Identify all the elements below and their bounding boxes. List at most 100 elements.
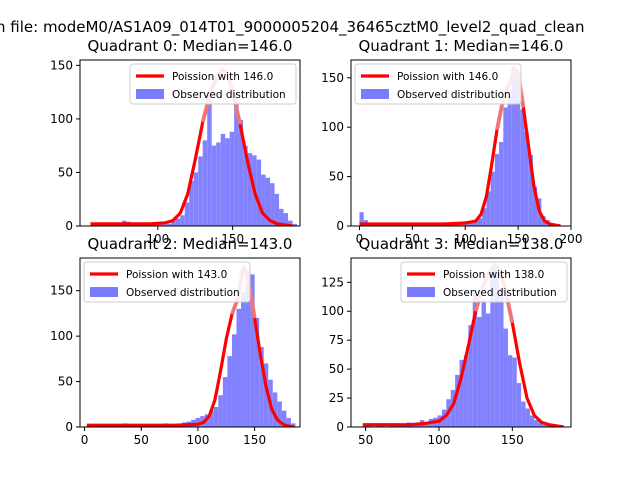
histogram-bar [477,218,483,226]
y-tick-label: 25 [329,391,344,405]
quadrant-2-axes-frame [79,257,301,428]
histogram-bar [481,299,486,427]
x-tick-label: 100 [428,433,451,447]
histogram-bar [534,420,539,427]
histogram-bar [256,159,262,226]
histogram-bar [520,109,525,226]
y-tick-label: 150 [50,284,73,298]
histogram-bar [250,274,255,427]
histogram-bar [272,392,278,427]
legend-poisson-label: Poission with 143.0 [126,269,227,281]
legend-hist-label: Observed distribution [397,89,511,101]
histogram-bar [213,407,219,427]
histogram-bar [486,191,491,226]
histogram-bar [220,133,226,226]
histogram-bar [193,172,199,226]
histogram-bar [231,334,237,427]
histogram-bar [229,131,235,226]
y-tick-label: 150 [50,58,73,72]
histogram-bar [180,215,185,226]
histogram-bar [529,415,535,427]
histogram-bar [524,132,529,226]
histogram-bar [490,171,495,226]
histogram-bar [238,119,244,226]
histogram-bar [516,77,521,226]
x-tick-label: 100 [186,433,209,447]
histogram-bar [254,317,260,427]
y-tick-label: 75 [329,333,344,347]
y-tick-label: 0 [65,219,73,233]
y-tick-label: 50 [58,375,73,389]
figure-suptitle: n file: modeM0/AS1A09_014T01_9000005204_… [0,18,585,37]
histogram-bar [274,193,280,226]
histogram-bar [494,264,500,427]
legend-hist-label: Observed distribution [172,89,286,101]
histogram-bar [209,410,214,427]
y-tick-label: 100 [321,304,344,318]
histogram-bar [543,424,548,427]
histogram-bar [241,292,246,427]
x-tick-label: 50 [405,232,420,246]
histogram-bar [521,401,526,427]
quadrant-0-legend: Poission with 146.0 Observed distribution [129,63,297,105]
histogram-bar [472,290,478,427]
histogram-bar [247,153,253,226]
legend-box [400,261,568,303]
legend-box [129,63,297,105]
histogram-bar [261,174,266,226]
x-tick-label: 100 [454,232,477,246]
histogram-bar [463,355,469,427]
histogram-bar [362,425,368,427]
y-tick-label: 125 [321,275,344,289]
histogram-bar [234,102,239,226]
quadrant-3-axes-frame [350,257,572,428]
y-tick-label: 0 [336,420,344,434]
histogram-bar [286,417,291,427]
histogram-bar [380,425,385,427]
histogram-bar [277,401,282,427]
x-tick-label: 50 [134,433,149,447]
legend-box [354,63,522,105]
histogram-bar [175,218,181,226]
histogram-bar [243,145,248,226]
histogram-bar [184,202,190,226]
histogram-bar [202,140,208,226]
y-tick-label: 50 [329,170,344,184]
y-tick-label: 100 [50,112,73,126]
y-tick-label: 50 [58,165,73,179]
histogram-bar [485,313,491,427]
histogram-bar [359,212,364,226]
histogram-bar [222,377,228,427]
quadrant-3-plot: 50 100 150 0 25 50 75 100 125 Quadrant 3: Median=… [321,235,572,447]
histogram-bar [507,95,512,226]
quadrant-1-axes-frame [350,59,572,227]
legend-poisson-label: Poission with 138.0 [443,269,544,281]
quadrant-1-legend: Poission with 146.0 Observed distribution [354,63,522,105]
quadrant-2-legend: Poission with 143.0 Observed distribution [83,261,251,303]
y-tick-label: 0 [336,219,344,233]
legend-hist-swatch [407,287,435,297]
y-tick-label: 100 [321,120,344,134]
histogram-bar [288,220,293,226]
quadrant-1-plot: 0 50 100 150 200 0 50 100 150 Quadrant 1: Median=… [321,37,582,246]
x-tick-label: 0 [356,232,364,246]
histogram-bar [245,270,251,427]
quadrant-3-title: Quadrant 3: Median=138.0 [359,235,564,253]
x-tick-label: 150 [501,433,524,447]
histogram-bar [525,408,530,427]
legend-hist-label: Observed distribution [126,287,240,299]
histogram-bar [144,224,149,226]
histogram-bar [547,425,552,427]
histogram-bar [455,374,460,427]
quadrant-0-axes-frame [79,59,301,227]
quadrant-0-title: Quadrant 0: Median=146.0 [88,37,293,55]
histogram-bar [503,107,508,226]
histogram-bar [195,417,201,427]
histogram-bar [279,208,284,226]
histogram-bar [270,183,275,226]
histogram-bar [283,213,289,226]
x-tick-label: 150 [507,232,530,246]
histogram-bar [482,208,487,226]
histogram-bar [218,395,223,427]
histogram-bar [198,156,203,226]
